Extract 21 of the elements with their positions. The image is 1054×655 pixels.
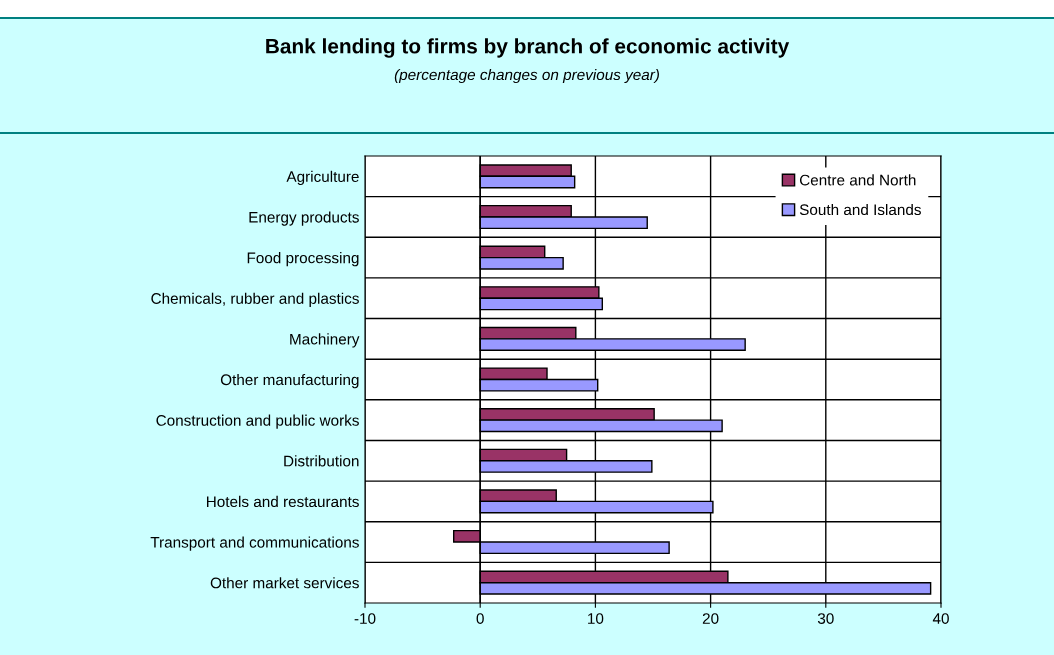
legend-label: South and Islands xyxy=(799,203,921,216)
x-tick-label: 20 xyxy=(702,613,719,624)
y-tick-label: Hotels and restaurants xyxy=(207,495,359,508)
y-tick-label: Transport and communications xyxy=(150,536,359,551)
y-tick-label: Food processing xyxy=(247,252,359,267)
y-tick-label: Distribution xyxy=(284,455,359,467)
y-tick-label: Construction and public works xyxy=(156,414,359,429)
y-tick-label: Other market services xyxy=(210,577,359,589)
y-tick-label: Machinery xyxy=(290,333,360,348)
x-tick-label: -10 xyxy=(354,613,376,624)
x-tick-label: 10 xyxy=(588,613,604,624)
x-tick-label: 30 xyxy=(817,613,834,624)
y-tick-label: Agriculture xyxy=(286,170,359,186)
chart-subtitle: (percentage changes on previous year) xyxy=(394,68,660,84)
x-tick-label: 0 xyxy=(476,613,484,624)
chart-title: Bank lending to firms by branch of economic activity xyxy=(266,38,790,58)
legend-label: Centre and North xyxy=(799,174,916,186)
y-tick-label: Chemicals, rubber and plastics xyxy=(151,292,359,307)
y-tick-label: Energy products xyxy=(249,211,359,226)
y-tick-label: Other manufacturing xyxy=(220,373,359,389)
x-tick-label: 40 xyxy=(932,613,949,624)
